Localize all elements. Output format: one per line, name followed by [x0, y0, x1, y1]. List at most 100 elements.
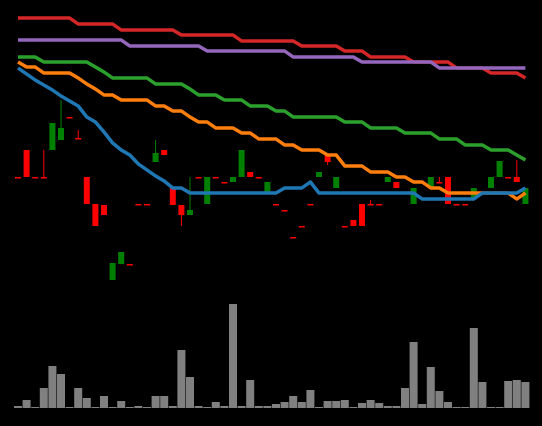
candle-body: [307, 204, 314, 206]
candle-body: [359, 204, 365, 226]
candle-body: [367, 204, 374, 206]
candle-body: [488, 177, 494, 188]
candle-body: [66, 117, 73, 119]
volume-bar: [220, 406, 229, 408]
volume-bar: [495, 407, 504, 408]
volume-bar: [272, 404, 280, 408]
volume-bar: [74, 388, 83, 408]
volume-bar: [306, 390, 315, 408]
candle-body: [427, 177, 434, 188]
volume-bar: [160, 396, 169, 408]
candle-body: [178, 205, 185, 215]
candle-body: [462, 204, 469, 206]
candle-body: [135, 204, 142, 206]
volume-bar: [125, 407, 134, 408]
volume-bar: [177, 350, 186, 408]
candle-body: [204, 177, 211, 204]
volume-bar: [375, 403, 384, 408]
candle-body: [333, 177, 340, 188]
volume-bar: [392, 406, 401, 408]
candle-body: [290, 237, 297, 239]
candle-body: [522, 188, 529, 204]
candle-body: [410, 188, 417, 204]
volume-bar: [91, 407, 100, 408]
candle-body: [384, 177, 391, 182]
volume-bar: [48, 366, 57, 408]
volume-bar: [237, 406, 246, 408]
candle-body: [15, 177, 21, 179]
candle-body: [264, 182, 271, 193]
candle-body: [101, 205, 107, 215]
volume-bar: [521, 382, 530, 408]
candle-body: [341, 226, 348, 228]
volume-bar: [418, 404, 427, 408]
volume-bar: [504, 381, 513, 408]
volume-bar: [246, 380, 255, 408]
candle-body: [92, 204, 99, 226]
volume-bar: [39, 388, 48, 408]
candle-body: [23, 150, 30, 177]
candle-body: [453, 204, 460, 206]
volume-bar: [444, 402, 452, 408]
candle-body: [109, 263, 116, 280]
volume-bar: [512, 380, 521, 408]
candle-body: [75, 138, 82, 140]
candle-body: [316, 172, 322, 177]
volume-bar: [383, 406, 392, 408]
ma-line: [17, 60, 527, 201]
candle-body: [445, 177, 451, 204]
candle-body: [324, 155, 331, 162]
volume-bar: [478, 382, 487, 408]
candle-body: [83, 177, 90, 204]
volume-bar: [358, 403, 366, 408]
volume-bar: [143, 407, 151, 408]
volume-bar: [487, 407, 495, 408]
volume-bar: [82, 398, 91, 408]
volume-bar: [297, 402, 306, 408]
volume-bar: [280, 402, 289, 408]
candle-body: [40, 177, 47, 179]
candle-body: [152, 153, 159, 162]
volume-bar: [31, 407, 40, 408]
candle-body: [58, 128, 64, 140]
ma-line: [18, 55, 527, 162]
volume-bar: [435, 391, 444, 408]
volume-bar: [194, 406, 203, 408]
volume-bar: [315, 407, 323, 408]
volume-bar: [186, 377, 194, 408]
candle-body: [238, 150, 245, 177]
volume-bar: [323, 401, 332, 408]
volume-bar: [151, 396, 160, 408]
candle-body: [255, 177, 262, 179]
ma-line: [16, 66, 527, 201]
candle-body: [118, 252, 125, 264]
volume-bar: [461, 407, 470, 408]
volume-bar: [203, 407, 212, 408]
candle-body: [126, 264, 133, 266]
volume-bar: [332, 401, 341, 408]
candle-body: [273, 204, 279, 206]
volume-bar: [14, 406, 22, 408]
volume-bar: [366, 400, 375, 408]
candle-body: [144, 204, 150, 206]
ma-line: [18, 38, 526, 70]
candle-body: [298, 226, 305, 228]
volume-bar: [426, 367, 435, 408]
volume-bar: [289, 396, 298, 408]
candle-body: [436, 182, 443, 184]
candle-body: [376, 204, 383, 206]
volume-bar: [211, 402, 220, 408]
volume-bar: [409, 342, 418, 408]
volume-bar: [349, 407, 358, 408]
candle-body: [212, 177, 219, 179]
volume-bar: [65, 407, 74, 408]
ma-line: [18, 16, 527, 80]
volume-bar: [117, 401, 126, 408]
candle-body: [247, 172, 254, 177]
candle-body: [221, 182, 228, 184]
candle-body: [195, 177, 202, 179]
candle-body: [393, 182, 400, 188]
volume-bar: [401, 388, 409, 408]
candle-body: [505, 177, 512, 179]
